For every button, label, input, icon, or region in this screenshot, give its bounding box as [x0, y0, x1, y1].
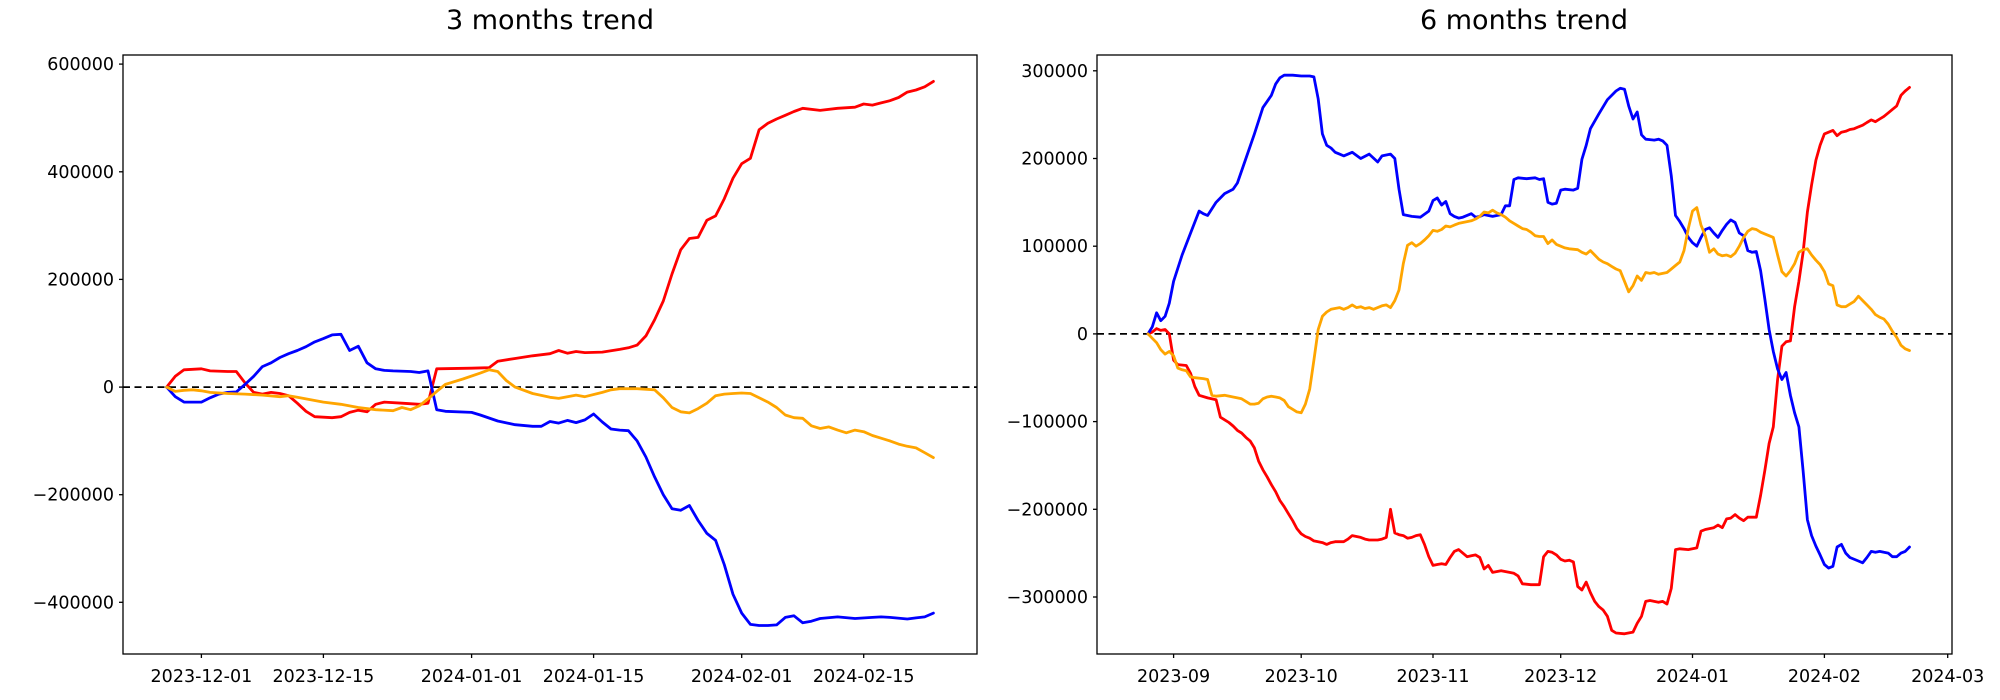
- y-tick-label: −200000: [1007, 500, 1088, 520]
- y-tick-label: 0: [1077, 325, 1088, 345]
- x-tick-label: 2024-01: [1656, 667, 1729, 687]
- x-tick-label: 2024-02: [1788, 667, 1861, 687]
- y-tick-label: 200000: [1021, 149, 1088, 169]
- y-tick-label: −200000: [33, 486, 114, 506]
- y-tick-label: 200000: [47, 270, 114, 290]
- x-tick-label: 2024-01-15: [543, 667, 645, 687]
- chart-title-6-months: 6 months trend: [1420, 5, 1628, 36]
- plot-border: [1096, 54, 1953, 655]
- series-line-blue: [1146, 73, 1911, 570]
- y-tick-label: −400000: [33, 593, 114, 613]
- x-tick-label: 2023-12: [1524, 667, 1597, 687]
- y-tick-label: −300000: [1007, 588, 1088, 608]
- x-tick-label: 2024-03: [1911, 667, 1984, 687]
- series-line-orange: [165, 368, 935, 460]
- x-tick-label: 2023-09: [1137, 667, 1210, 687]
- y-tick-label: 100000: [1021, 237, 1088, 257]
- y-tick-label: 400000: [47, 163, 114, 183]
- y-tick-label: −100000: [1007, 413, 1088, 433]
- x-tick-label: 2023-11: [1396, 667, 1469, 687]
- y-tick-label: 600000: [47, 55, 114, 75]
- chart-title-3-months: 3 months trend: [446, 5, 654, 36]
- plot-border: [122, 54, 978, 655]
- series-line-blue: [165, 332, 935, 627]
- x-tick-label: 2024-01-01: [421, 667, 523, 687]
- y-tick-label: 0: [103, 378, 114, 398]
- chart-6m: 300000 200000 100000 0 −100000 −200000 −300000…: [1007, 54, 1984, 687]
- x-tick-label: 2023-10: [1265, 667, 1338, 687]
- chart-3m: 600000 400000 200000 0 −200000 −400000 2023-12…: [33, 54, 978, 687]
- series-line-red: [165, 80, 935, 420]
- x-tick-label: 2023-12-01: [151, 667, 253, 687]
- x-tick-label: 2023-12-15: [273, 667, 375, 687]
- x-tick-label: 2024-02-01: [691, 667, 793, 687]
- x-tick-label: 2024-02-15: [813, 667, 915, 687]
- series-line-red: [1146, 86, 1911, 636]
- y-tick-label: 300000: [1021, 62, 1088, 82]
- series-line-orange: [1146, 206, 1911, 415]
